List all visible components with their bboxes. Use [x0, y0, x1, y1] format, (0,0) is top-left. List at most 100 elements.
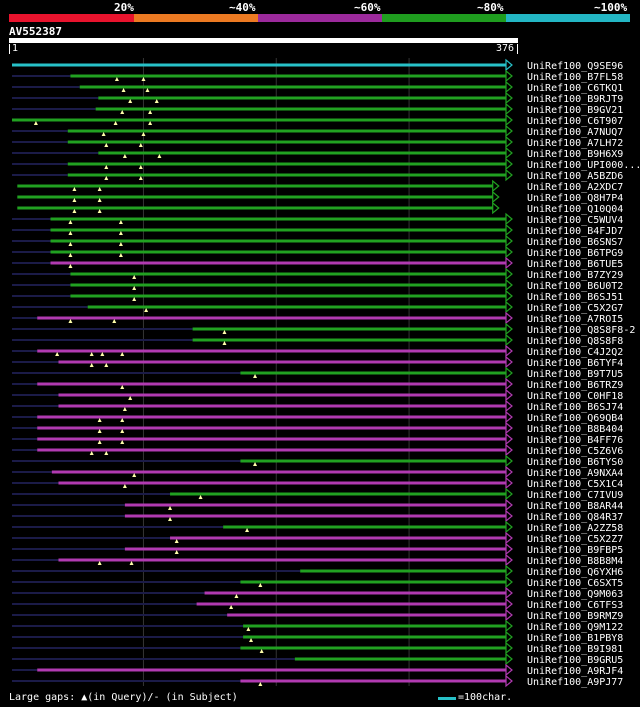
hit-label[interactable]: UniRef100_C4J2Q2: [527, 347, 623, 358]
hit-label[interactable]: UniRef100_B6TYF4: [527, 358, 623, 369]
hit-row: UniRef100_Q9M122: [12, 619, 623, 633]
hit-label[interactable]: UniRef100_B6TPG9: [527, 248, 623, 259]
hit-label[interactable]: UniRef100_C5X1C4: [527, 479, 623, 490]
hit-row: UniRef100_B6TYF4: [12, 355, 623, 369]
hit-label[interactable]: UniRef100_B9T7U5: [527, 369, 623, 380]
hit-label[interactable]: UniRef100_Q69QB4: [527, 413, 623, 424]
hit-label[interactable]: UniRef100_A2XDC7: [527, 182, 623, 193]
hit-row: UniRef100_B7FL58: [12, 69, 623, 83]
hit-label[interactable]: UniRef100_A9PJ77: [527, 677, 623, 688]
hit-label[interactable]: UniRef100_A9NXA4: [527, 468, 623, 479]
hit-row: UniRef100_A7LH72: [12, 135, 623, 149]
hit-end-arrow: [505, 58, 513, 72]
hit-label[interactable]: UniRef100_C5X2Z7: [527, 534, 623, 545]
hit-end-arrow: [505, 234, 513, 248]
hit-row: UniRef100_A9NXA4: [12, 465, 623, 479]
hit-row: UniRef100_UPI000...: [12, 157, 640, 171]
hit-label[interactable]: UniRef100_B6TRZ9: [527, 380, 623, 391]
query-gap-marker: [132, 473, 137, 477]
hit-label[interactable]: UniRef100_C6TKQ1: [527, 83, 623, 94]
hit-end-arrow: [505, 300, 513, 314]
hit-label[interactable]: UniRef100_B9I981: [527, 644, 623, 655]
query-gap-marker: [154, 99, 159, 103]
hit-label[interactable]: UniRef100_B7ZY29: [527, 270, 623, 281]
hit-label[interactable]: UniRef100_B6TYS0: [527, 457, 623, 468]
hit-label[interactable]: UniRef100_B1PBY8: [527, 633, 623, 644]
hit-row: UniRef100_B6TRZ9: [12, 377, 623, 391]
hit-label[interactable]: UniRef100_Q9SE96: [527, 61, 623, 72]
hit-label[interactable]: UniRef100_Q8S8F8-2: [527, 325, 635, 336]
hit-row: UniRef100_B9RMZ9: [12, 608, 623, 622]
hit-label[interactable]: UniRef100_B9RMZ9: [527, 611, 623, 622]
query-gap-marker: [120, 110, 125, 114]
hit-label[interactable]: UniRef100_B9RJT9: [527, 94, 623, 105]
hit-end-arrow: [505, 223, 513, 237]
hit-label[interactable]: UniRef100_A7NUQ7: [527, 127, 623, 138]
hit-row: UniRef100_C4J2Q2: [12, 344, 623, 358]
query-gap-marker: [97, 198, 102, 202]
hit-label[interactable]: UniRef100_A2ZZ58: [527, 523, 623, 534]
hit-label[interactable]: UniRef100_C6TFS3: [527, 600, 623, 611]
hit-label[interactable]: UniRef100_B6U0T2: [527, 281, 623, 292]
hit-end-arrow: [505, 410, 513, 424]
hit-label[interactable]: UniRef100_B4FF76: [527, 435, 623, 446]
hit-label[interactable]: UniRef100_UPI000...: [527, 160, 640, 171]
hit-end-arrow: [505, 80, 513, 94]
hit-label[interactable]: UniRef100_B7FL58: [527, 72, 623, 83]
hit-end-arrow: [505, 674, 513, 688]
query-gap-marker: [68, 220, 73, 224]
hit-label[interactable]: UniRef100_A7LH72: [527, 138, 623, 149]
hit-row: UniRef100_C7IVU9: [12, 487, 623, 501]
hit-label[interactable]: UniRef100_C0HF18: [527, 391, 623, 402]
hit-label[interactable]: UniRef100_C7IVU9: [527, 490, 623, 501]
hit-label[interactable]: UniRef100_C5X2G7: [527, 303, 623, 314]
hit-label[interactable]: UniRef100_Q9M063: [527, 589, 623, 600]
query-gap-marker: [253, 374, 258, 378]
hit-end-arrow: [505, 586, 513, 600]
hit-label[interactable]: UniRef100_C5Z6V6: [527, 446, 623, 457]
query-gap-marker: [68, 264, 73, 268]
query-gap-marker: [132, 297, 137, 301]
hit-label[interactable]: UniRef100_B4FJD7: [527, 226, 623, 237]
hit-end-arrow: [505, 432, 513, 446]
hit-row: UniRef100_A2ZZ58: [12, 520, 623, 534]
hit-label[interactable]: UniRef100_Q84R37: [527, 512, 623, 523]
hit-end-arrow: [505, 663, 513, 677]
hit-label[interactable]: UniRef100_B6SNS7: [527, 237, 623, 248]
hit-label[interactable]: UniRef100_B6TUE5: [527, 259, 623, 270]
query-gap-marker: [68, 253, 73, 257]
hit-label[interactable]: UniRef100_Q10Q04: [527, 204, 623, 215]
hit-label[interactable]: UniRef100_A9RJF4: [527, 666, 623, 677]
hit-label[interactable]: UniRef100_B8B404: [527, 424, 623, 435]
query-gap-marker: [138, 176, 143, 180]
hit-label[interactable]: UniRef100_C6SXT5: [527, 578, 623, 589]
hit-label[interactable]: UniRef100_Q8S8F8: [527, 336, 623, 347]
query-gap-marker: [120, 429, 125, 433]
hit-label[interactable]: UniRef100_C5WUV4: [527, 215, 623, 226]
hit-label[interactable]: UniRef100_B6SJ51: [527, 292, 623, 303]
hit-label[interactable]: UniRef100_B6SJ74: [527, 402, 623, 413]
hit-row: UniRef100_C0HF18: [12, 388, 623, 402]
hit-end-arrow: [505, 619, 513, 633]
hit-label[interactable]: UniRef100_B9GV21: [527, 105, 623, 116]
hit-label[interactable]: UniRef100_B8AR44: [527, 501, 623, 512]
hit-label[interactable]: UniRef100_Q9M122: [527, 622, 623, 633]
hit-label[interactable]: UniRef100_C6T907: [527, 116, 623, 127]
hit-end-arrow: [505, 102, 513, 116]
hit-label[interactable]: UniRef100_A7ROI5: [527, 314, 623, 325]
hit-label[interactable]: UniRef100_Q6YXH6: [527, 567, 623, 578]
hit-end-arrow: [505, 146, 513, 160]
hit-end-arrow: [505, 443, 513, 457]
hit-label[interactable]: UniRef100_B9FBP5: [527, 545, 623, 556]
query-gap-marker: [121, 88, 126, 92]
hit-label[interactable]: UniRef100_A5BZD6: [527, 171, 623, 182]
hit-end-arrow: [505, 289, 513, 303]
hit-label[interactable]: UniRef100_B9GRU5: [527, 655, 623, 666]
hit-label[interactable]: UniRef100_B8B8M4: [527, 556, 623, 567]
hit-label[interactable]: UniRef100_B9H6X9: [527, 149, 623, 160]
hit-end-arrow: [505, 256, 513, 270]
coverage-label-100: ~100%: [594, 1, 628, 14]
query-gap-marker: [120, 352, 125, 356]
hit-label[interactable]: UniRef100_Q8H7P4: [527, 193, 623, 204]
hit-end-arrow: [505, 597, 513, 611]
